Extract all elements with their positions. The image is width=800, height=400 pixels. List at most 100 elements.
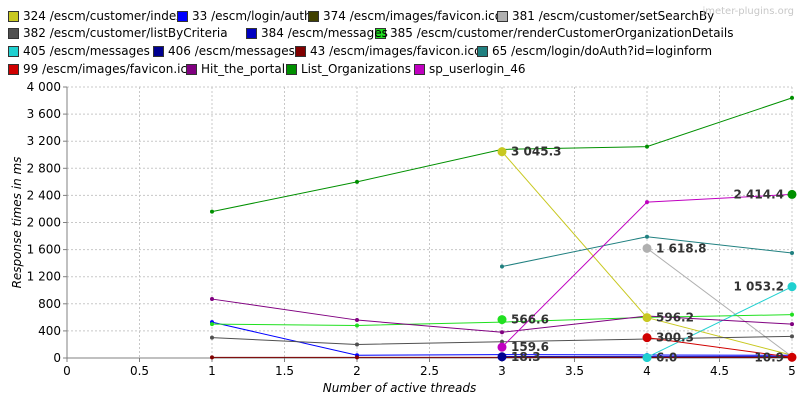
y-tick-label: 3 200 (27, 134, 61, 148)
legend-label: 324 /escm/customer/index (23, 9, 184, 23)
data-label: 159.6 (511, 340, 549, 354)
legend-label: sp_userlogin_46 (429, 62, 526, 76)
series-point-10 (645, 234, 649, 239)
data-label: 10.9 (754, 350, 784, 364)
legend-swatch (186, 63, 197, 75)
legend-swatch (477, 45, 488, 57)
x-tick-label: 1.5 (275, 364, 294, 378)
series-point-5 (355, 323, 359, 328)
legend-item: 385 /escm/customer/renderCustomerOrganiz… (375, 25, 733, 41)
y-tick-label: 400 (38, 324, 61, 338)
series-point-4 (790, 334, 794, 339)
legend-label: 384 /escm/messages (261, 26, 388, 40)
legend-swatch (246, 27, 257, 39)
legend-label: 406 /escm/messages (168, 44, 295, 58)
data-label-marker (497, 342, 507, 352)
data-label-marker (642, 333, 652, 343)
data-label-marker (642, 313, 652, 323)
x-tick-label: 1 (208, 364, 216, 378)
series-point-13 (355, 179, 359, 184)
legend-item: List_Organizations (286, 61, 411, 77)
data-label-marker (787, 189, 797, 199)
data-label-marker (787, 352, 797, 362)
data-label-marker (642, 243, 652, 253)
x-tick-label: 2.5 (420, 364, 439, 378)
series-point-12 (500, 330, 504, 335)
legend-item: 43 /escm/images/favicon.ico (295, 43, 481, 59)
legend-item: Hit_the_portal (186, 61, 285, 77)
series-point-10 (500, 264, 504, 269)
legend-item: 405 /escm/messages (8, 43, 150, 59)
legend-item: 382 /escm/customer/listByCriteria (8, 25, 228, 41)
y-tick-label: 2 000 (27, 216, 61, 230)
series-point-14 (645, 200, 649, 205)
x-tick-label: 0 (63, 364, 71, 378)
data-label-marker (642, 353, 652, 362)
series-line-7 (646, 286, 793, 358)
legend-item: 65 /escm/login/doAuth?id=loginform (477, 43, 712, 59)
legend-swatch (308, 10, 319, 22)
legend-swatch (497, 10, 508, 22)
legend-swatch (286, 63, 297, 75)
data-label-marker (787, 282, 797, 292)
series-line-11 (646, 337, 793, 358)
legend-swatch (8, 10, 19, 22)
y-tick-label: 1 600 (27, 243, 61, 257)
legend-item: sp_userlogin_46 (414, 61, 526, 77)
y-tick-label: 4 000 (27, 80, 61, 94)
legend-item: 406 /escm/messages (153, 43, 295, 59)
series-point-5 (210, 322, 214, 327)
series-point-10 (790, 250, 794, 255)
data-label: 300.3 (656, 331, 694, 345)
legend-swatch (8, 45, 19, 57)
y-tick-label: 2 400 (27, 188, 61, 202)
data-label-marker (497, 147, 507, 157)
series-point-4 (210, 335, 214, 340)
series-point-13 (790, 95, 794, 100)
series-point-5 (790, 312, 794, 317)
legend-swatch (8, 27, 19, 39)
watermark: jmeter-plugins.org (702, 6, 794, 17)
legend-swatch (177, 10, 188, 22)
series-line-3 (646, 247, 793, 358)
data-label: 3 045.3 (511, 145, 561, 159)
data-label-marker (497, 352, 507, 362)
legend-label: 99 /escm/images/favicon.ico (23, 62, 195, 76)
x-tick-label: 3.5 (565, 364, 584, 378)
y-tick-label: 3 600 (27, 107, 61, 121)
y-tick-label: 2 800 (27, 161, 61, 175)
series-point-13 (645, 144, 649, 149)
series-point-4 (355, 342, 359, 347)
x-tick-label: 3 (498, 364, 506, 378)
x-tick-label: 4 (643, 364, 651, 378)
series-point-12 (210, 297, 214, 302)
legend-label: 405 /escm/messages (23, 44, 150, 58)
series-point-9 (355, 355, 359, 360)
legend-swatch (375, 27, 386, 39)
legend: 324 /escm/customer/index 33 /escm/login/a… (0, 0, 800, 80)
legend-swatch (295, 45, 306, 57)
x-axis-title: Number of active threads (323, 381, 477, 395)
data-label: 18.3 (511, 350, 541, 364)
legend-label: Hit_the_portal (201, 62, 286, 76)
series-point-9 (210, 355, 214, 360)
x-tick-label: 0.5 (130, 364, 149, 378)
data-label: 1 053.2 (734, 280, 784, 294)
legend-item: 384 /escm/messages (246, 25, 388, 41)
data-label: 566.6 (511, 313, 549, 327)
legend-item: 33 /escm/login/auth (177, 8, 312, 24)
legend-swatch (414, 63, 425, 75)
legend-label: 43 /escm/images/favicon.ico (310, 44, 482, 58)
series-point-12 (790, 322, 794, 327)
legend-item: 381 /escm/customer/setSearchBy (497, 8, 714, 24)
data-label-marker (497, 315, 507, 325)
legend-label: 65 /escm/login/doAuth?id=loginform (492, 44, 713, 58)
legend-swatch (153, 45, 164, 57)
data-label: 596.2 (656, 311, 694, 325)
legend-label: 374 /escm/images/favicon.ico (323, 9, 503, 23)
legend-label: 33 /escm/login/auth (192, 9, 312, 23)
x-tick-label: 5 (788, 364, 796, 378)
legend-item: 374 /escm/images/favicon.ico (308, 8, 502, 24)
